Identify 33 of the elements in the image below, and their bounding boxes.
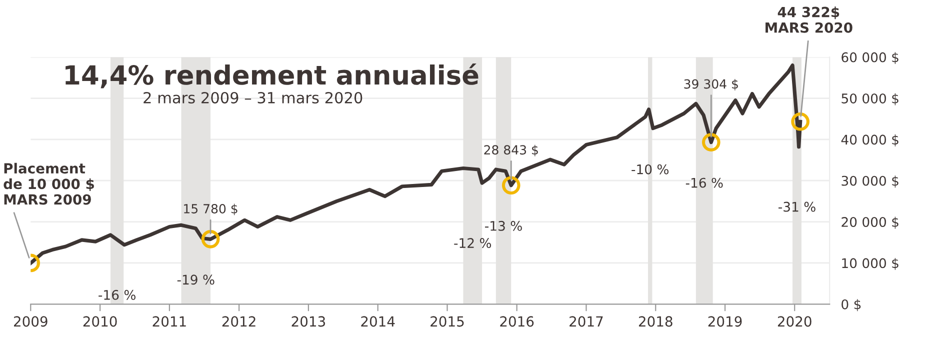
text: 2 mars 2009 – 31 mars 2020 [144, 92, 362, 104]
x-tick-label: 2020 [778, 316, 812, 327]
annotation: 44 322$ MARS 2020 [766, 6, 852, 33]
annotation: 15 780 $ [184, 204, 238, 216]
y-tick-label: 50 000 $ [842, 93, 898, 106]
y-tick-label: 40 000 $ [841, 134, 898, 146]
x-tick-label: 2013 [292, 316, 325, 327]
band-label: -10 % [632, 164, 669, 174]
band-label: -16 % [98, 290, 136, 300]
y-tick-label: 0 $ [842, 299, 861, 312]
x-tick-label: 2010 [83, 316, 117, 327]
chart-title: 14,4% rendement annualisé [66, 63, 478, 88]
band-label: -13 % [485, 220, 522, 231]
y-tick-label: 20 000 $ [842, 216, 898, 229]
x-tick-label: 2019 [708, 316, 742, 327]
band-label: -31 % [778, 202, 816, 212]
x-tick-label: 2017 [570, 316, 603, 327]
x-tick-label: 2015 [430, 316, 464, 327]
y-tick-label: 10 000 $ [842, 258, 898, 270]
band-label: -19 % [177, 274, 214, 285]
annotation: 39 304 $ [684, 79, 738, 90]
y-tick-label: 30 000 $ [842, 176, 898, 188]
x-tick-label: 2009 [14, 316, 48, 327]
x-tick-label: 2011 [152, 316, 186, 327]
band-label: -12 % [454, 238, 492, 248]
x-tick-label: 2016 [500, 316, 534, 327]
annotation: 28 843 $ [484, 144, 538, 156]
x-tick-label: 2018 [638, 316, 672, 327]
x-tick-label: 2012 [222, 316, 256, 327]
y-tick-label: 60 000 $ [842, 52, 898, 64]
band-label: -16 % [686, 178, 723, 188]
x-tick-label: 2014 [361, 316, 395, 327]
annotation: Placement de 10 000 $ MARS 2009 [4, 162, 94, 205]
